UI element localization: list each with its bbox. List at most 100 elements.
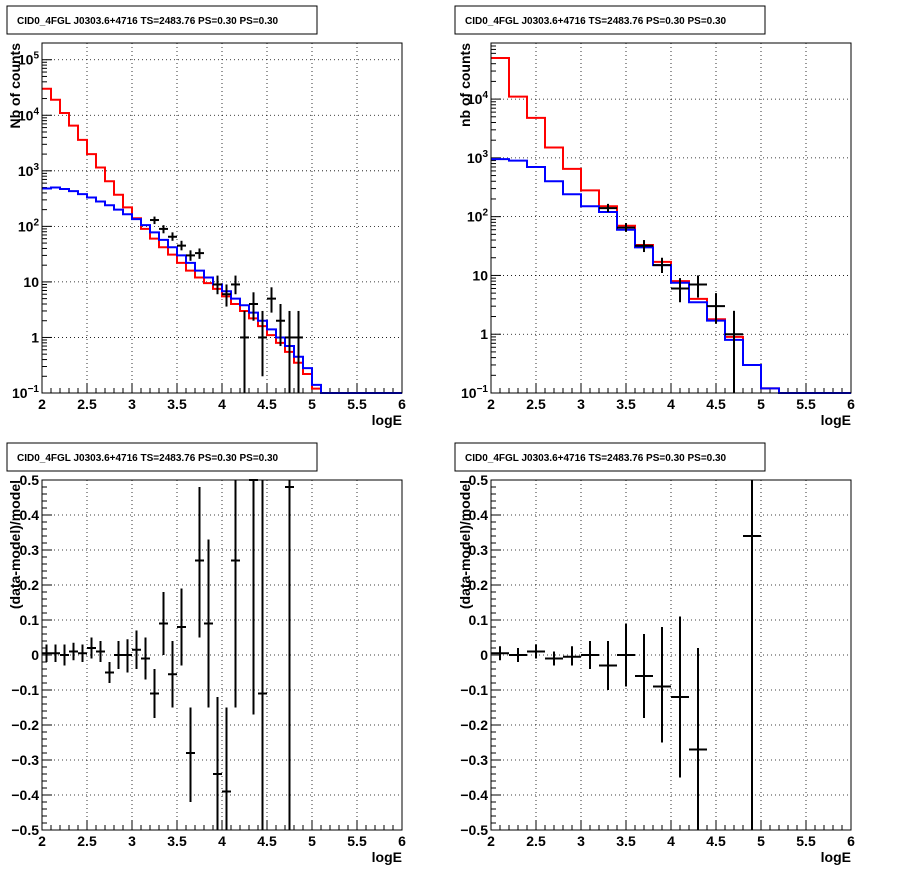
x-axis-label: logE: [821, 849, 851, 865]
y-tick-label: 0.4: [20, 507, 40, 523]
x-axis-label: logE: [821, 412, 851, 428]
data-point: [653, 627, 671, 743]
data-point: [267, 287, 276, 313]
data-point: [42, 644, 51, 662]
y-tick-label: 0.5: [20, 472, 40, 488]
x-axis-label: logE: [372, 849, 402, 865]
y-tick-label: 104: [18, 106, 40, 123]
x-tick-label: 5: [308, 833, 316, 849]
data-point: [725, 310, 743, 393]
plot-frame: [41, 42, 403, 394]
data-point: [509, 648, 527, 662]
y-tick-label: 1: [31, 329, 39, 345]
data-point: [150, 669, 159, 718]
data-point: [51, 644, 60, 662]
y-tick-label: 0.1: [20, 612, 40, 628]
chart-panel-3: 2 2.5 3 3.5 4 4.5 5 5.5 6 −0.5 −0.4 −0.3 −0.2 −0.1 0 0.…: [6, 442, 406, 865]
x-axis-label: logE: [372, 412, 402, 428]
data-point: [635, 634, 653, 718]
data-point: [195, 248, 204, 259]
x-tick-label: 4.5: [257, 396, 277, 412]
x-tick-label: 2.5: [77, 396, 97, 412]
x-tick-label: 2.5: [77, 833, 97, 849]
x-tick-label: 5: [308, 396, 316, 412]
y-tick-label: 10−1: [461, 384, 488, 401]
y-tick-label: 0: [31, 647, 39, 663]
data-point: [545, 651, 563, 666]
x-tick-label: 3.5: [616, 833, 636, 849]
x-tick-label: 3.5: [167, 833, 187, 849]
data-point: [599, 641, 617, 690]
x-tick-label: 4: [667, 833, 675, 849]
x-tick-label: 4: [667, 396, 675, 412]
data-point: [258, 480, 267, 830]
y-tick-label: 103: [467, 149, 489, 166]
data-point: [78, 644, 87, 662]
data-point: [707, 293, 725, 324]
x-tick-label: 5.5: [796, 396, 816, 412]
y-tick-label: 0.1: [469, 612, 489, 628]
x-tick-label: 2: [487, 396, 495, 412]
y-tick-label: −0.4: [460, 787, 488, 803]
plot-frame: [41, 479, 403, 831]
data-point: [689, 275, 707, 298]
y-tick-label: 0.2: [20, 577, 40, 593]
y-tick-label: −0.3: [11, 752, 39, 768]
chart-title: CID0_4FGL J0303.6+4716 TS=2483.76 PS=0.3…: [17, 453, 279, 464]
data-point: [231, 275, 240, 295]
x-tick-label: 4: [218, 396, 226, 412]
data-point: [599, 203, 617, 213]
x-tick-label: 2.5: [526, 833, 546, 849]
data-point: [222, 707, 231, 830]
data-point: [141, 637, 150, 680]
x-tick-label: 5.5: [347, 833, 367, 849]
x-tick-label: 6: [847, 396, 855, 412]
x-tick-label: 4: [218, 833, 226, 849]
x-tick-label: 4.5: [257, 833, 277, 849]
y-tick-label: 103: [18, 162, 40, 179]
y-tick-label: 102: [18, 217, 40, 234]
y-tick-label: 0.5: [469, 472, 489, 488]
data-point: [671, 278, 689, 303]
data-point: [617, 623, 635, 687]
chart-panel-2: 2 2.5 3 3.5 4 4.5 5 5.5 6 10−1 1 10 102 103 104 logE nb …: [454, 5, 855, 428]
x-tick-label: 5.5: [347, 396, 367, 412]
y-tick-label: 1: [480, 326, 488, 342]
y-axis-label: (data-model)/model: [7, 480, 23, 609]
data-point: [527, 644, 545, 659]
y-tick-label: 10: [23, 274, 39, 290]
data-point: [689, 648, 707, 830]
data-point: [240, 310, 249, 393]
x-tick-label: 3.5: [616, 396, 636, 412]
y-tick-label: −0.4: [11, 787, 39, 803]
title-box: [454, 5, 766, 35]
y-tick-label: 0.3: [469, 542, 489, 558]
data-point: [123, 639, 132, 673]
x-tick-label: 6: [398, 396, 406, 412]
plot-frame: [490, 479, 852, 831]
data-point: [249, 292, 258, 321]
y-tick-label: −0.5: [460, 822, 488, 838]
data-point: [222, 284, 231, 307]
data-point: [285, 480, 294, 830]
title-box: [6, 5, 318, 35]
y-tick-label: 10−1: [12, 384, 39, 401]
data-point: [581, 641, 599, 669]
y-tick-label: −0.2: [460, 717, 488, 733]
x-tick-label: 3.5: [167, 396, 187, 412]
title-box: [454, 442, 766, 472]
data-point: [635, 240, 653, 253]
data-point: [150, 216, 159, 225]
x-tick-label: 3: [128, 396, 136, 412]
y-tick-label: −0.1: [11, 682, 39, 698]
data-point: [563, 646, 581, 666]
data-point: [671, 616, 689, 778]
data-point: [186, 250, 195, 261]
x-tick-label: 2: [487, 833, 495, 849]
data-point: [159, 592, 168, 655]
data-point: [114, 641, 123, 669]
y-axis-label: nb of counts: [457, 43, 473, 127]
data-point: [743, 480, 761, 830]
chart-title: CID0_4FGL J0303.6+4716 TS=2483.76 PS=0.3…: [17, 16, 279, 27]
